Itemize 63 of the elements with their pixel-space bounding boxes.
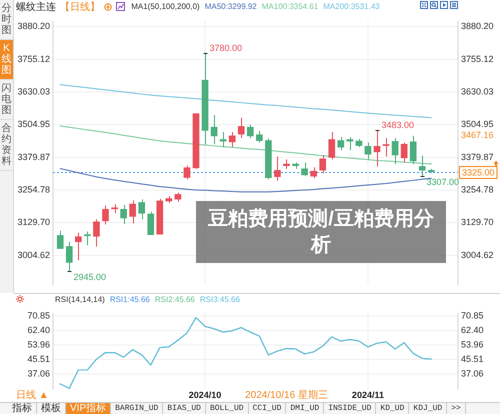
ref-line-label: 3325.00 — [462, 167, 495, 178]
y-tick-label: 3129.70 — [17, 217, 50, 228]
y-tick-label: 3379.87 — [17, 152, 50, 162]
text: >> — [447, 403, 466, 414]
legend-title: RSI(14,14,14) — [55, 295, 105, 304]
y2-tick-label: 3630.03 — [461, 86, 494, 96]
chart-subtitle: 螺纹主连 — [16, 0, 56, 14]
y2-tick-label: 53.96 — [461, 339, 484, 350]
text: BIAS_UD — [163, 403, 206, 414]
text: 模板 — [37, 403, 66, 414]
x-tick-label: 2024/11 — [352, 390, 384, 400]
y-tick-label: 3630.03 — [17, 86, 50, 96]
text: RSI1:45.66 — [110, 295, 150, 304]
text: MA200:3531.43 — [323, 2, 380, 11]
text: 3467.16 — [461, 130, 494, 140]
text: VIP指标 — [66, 403, 112, 414]
annotation: 3780.00 — [210, 42, 242, 53]
text: BOLL_UD — [206, 403, 249, 414]
y2-tick-label: 3254.78 — [461, 184, 494, 195]
text: CCI_UD — [248, 403, 286, 414]
text: 豆粕费用预测/豆粕费用分析 — [196, 201, 446, 263]
text: 闪电图 — [0, 80, 13, 120]
text: MA100:3354.61 — [262, 2, 318, 11]
y-tick-label: 3880.20 — [17, 21, 50, 32]
text: 日线 ▲ — [16, 390, 49, 402]
y-tick-label: 3504.95 — [17, 119, 50, 130]
y2-tick-label: 3880.20 — [461, 21, 494, 32]
y-tick-label: 3755.12 — [17, 54, 50, 64]
y2-tick-label: 3004.62 — [461, 250, 494, 260]
y2-tick-label: 3755.12 — [461, 54, 494, 64]
text: 2024/10/16 星期三 — [245, 388, 328, 401]
y2-tick-label: 62.40 — [461, 325, 484, 336]
y-tick-label: 70.85 — [27, 310, 50, 321]
text: MA50:3299.92 — [204, 2, 257, 11]
y-tick-label: 53.96 — [27, 339, 50, 350]
text: DMI_UD — [286, 403, 324, 414]
text: KD_UD — [376, 403, 410, 414]
y2-tick-label: 45.51 — [461, 354, 484, 364]
annotation: 2945.00 — [74, 272, 106, 282]
y2-tick-label: 70.85 — [461, 310, 484, 321]
y2-tick-label: 3504.95 — [461, 119, 494, 130]
text: K线图 — [0, 40, 13, 80]
text: INSIDE_UD — [324, 403, 376, 414]
legend-title: MA1(50,100,200,0) — [131, 2, 200, 11]
y-tick-label: 45.51 — [27, 354, 50, 364]
y2-tick-label: 37.06 — [461, 368, 484, 378]
y2-tick-label: 3379.87 — [461, 152, 494, 162]
annotation: 3483.00 — [382, 120, 414, 130]
text: KDJ_UD — [409, 403, 448, 414]
y-tick-label: 37.06 — [27, 368, 50, 378]
y2-tick-label: 3129.70 — [461, 217, 494, 228]
text: 【日线】 — [60, 0, 100, 14]
text: BARGIN_UD — [111, 403, 164, 414]
text: 分时图 — [0, 0, 13, 40]
series-label: RSI2:45.66 — [154, 295, 195, 304]
y-tick-label: 62.40 — [27, 325, 50, 336]
text: 指标 — [8, 403, 37, 414]
y-tick-label: 3254.78 — [17, 184, 50, 195]
series-label: RSI3:45.66 — [200, 295, 240, 304]
y-tick-label: 3004.62 — [17, 250, 50, 260]
x-tick-label: 2024/10 — [188, 390, 222, 400]
annotation: 3307.00 — [426, 176, 460, 187]
text: 合约资料 — [0, 120, 13, 171]
